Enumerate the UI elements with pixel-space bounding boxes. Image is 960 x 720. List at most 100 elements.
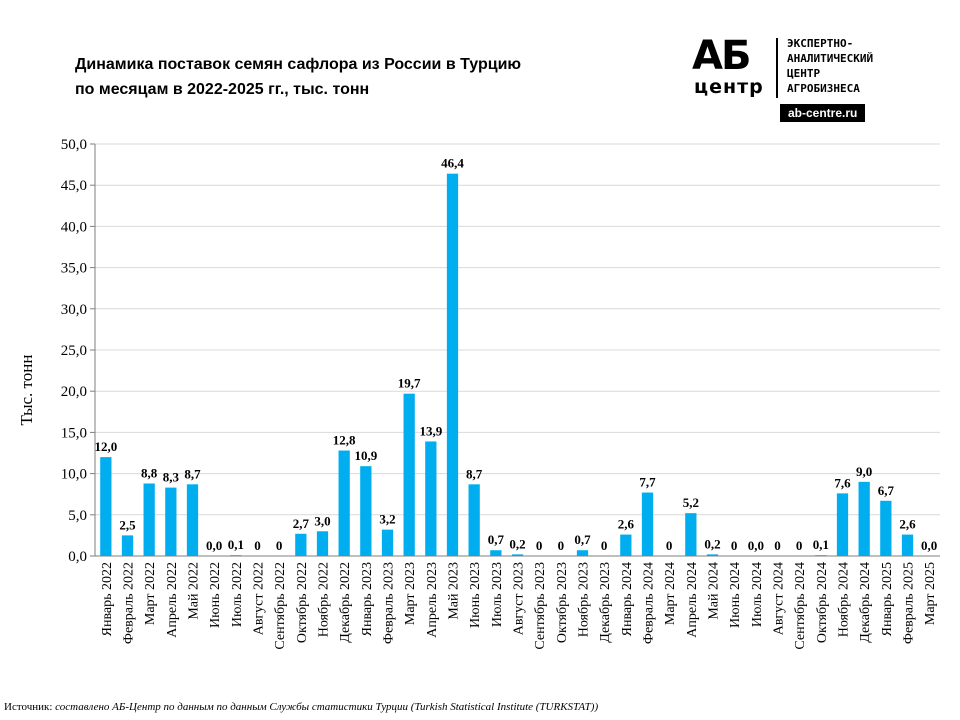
x-tick-label: Сентябрь 2024: [793, 562, 808, 650]
bar: [121, 535, 134, 556]
data-label: 6,7: [878, 483, 895, 498]
x-tick-label: Декабрь 2024: [858, 562, 873, 643]
x-tick-label: Октябрь 2024: [815, 562, 830, 643]
bar: [165, 487, 177, 556]
data-label: 8,8: [141, 465, 158, 480]
data-label: 0,0: [748, 538, 764, 553]
x-tick-label: Февраль 2023: [382, 562, 397, 644]
data-label: 12,0: [94, 439, 117, 454]
bar: [641, 492, 654, 556]
x-tick-label: Январь 2023: [360, 562, 375, 636]
x-tick-label: Август 2024: [772, 562, 787, 635]
x-tick-label: Август 2022: [252, 562, 267, 635]
data-label: 0: [254, 538, 261, 553]
x-tick-label: Июнь 2023: [468, 562, 483, 628]
bar: [685, 513, 697, 556]
source-text: составлено АБ-Центр по данным по данным …: [55, 701, 599, 713]
x-tick-label: Декабрь 2023: [598, 562, 613, 643]
data-labels: 12,02,58,8 8,3 8,70,0 0,1 0 02,7 3,012,810,93,…: [94, 156, 937, 553]
logo-org-name: ЭКСПЕРТНО- АНАЛИТИЧЕСКИЙ ЦЕНТР АГРОБИЗНЕ…: [787, 37, 874, 95]
grid-lines: [95, 143, 940, 516]
data-label: 0: [796, 538, 803, 553]
y-tick-label: 15,0: [61, 425, 87, 441]
data-label: 0: [731, 538, 738, 553]
bar: [186, 484, 199, 556]
data-label: 0,1: [813, 537, 829, 552]
data-label: 0: [774, 538, 781, 553]
ab-centre-logo: АБ центр ЭКСПЕРТНО- АНАЛИТИЧЕСКИЙ ЦЕНТР …: [692, 34, 940, 124]
data-label: 8,7: [466, 466, 483, 481]
data-label: 7,7: [639, 475, 656, 490]
data-label: 0: [558, 538, 565, 553]
logo-site: ab-centre.ru: [780, 104, 866, 122]
data-label: 2,6: [618, 517, 635, 532]
data-label: 13,9: [419, 423, 442, 438]
bar: [836, 493, 849, 556]
data-label: 5,2: [683, 495, 699, 510]
y-tick-label: 10,0: [61, 467, 87, 483]
x-tick-label: Март 2022: [143, 562, 158, 625]
data-label: 0,0: [206, 538, 222, 553]
data-label: 0,7: [488, 532, 505, 547]
x-tick-label: Февраль 2022: [122, 562, 137, 644]
bar: [295, 533, 307, 556]
data-label: 8,3: [163, 470, 180, 485]
x-tick-label: Апрель 2024: [685, 562, 700, 638]
bars: [100, 173, 914, 556]
bar-chart: 0,0 5,0 10,0 15,0 20,0 25,0 30,0 35,0 40,0 45,0 50…: [17, 137, 940, 650]
y-tick-label: 40,0: [61, 219, 87, 235]
bar: [360, 466, 372, 556]
x-tick-label: Ноябрь 2024: [837, 562, 852, 637]
data-label: 0: [536, 538, 543, 553]
x-tick-label: Сентябрь 2022: [273, 562, 288, 650]
bar: [446, 173, 459, 556]
y-tick-label: 50,0: [61, 137, 87, 153]
data-label: 3,2: [379, 512, 395, 527]
data-label: 19,7: [398, 376, 421, 391]
x-tick-label: Март 2024: [663, 562, 678, 625]
x-tick-label: Февраль 2025: [902, 562, 917, 644]
data-label: 2,5: [119, 517, 136, 532]
y-axis-label: Тыс. тонн: [17, 355, 36, 426]
data-label: 8,7: [184, 466, 201, 481]
y-tick-label: 35,0: [61, 261, 87, 277]
data-label: 7,6: [834, 475, 851, 490]
data-label: 0: [601, 538, 608, 553]
bar: [381, 529, 394, 556]
data-label: 0: [666, 538, 673, 553]
source-prefix: Источник:: [4, 701, 56, 713]
bar: [576, 550, 589, 556]
x-tick-label: Апрель 2022: [165, 562, 180, 638]
x-tick-label: Декабрь 2022: [338, 562, 353, 643]
bar: [403, 393, 415, 556]
bar: [901, 534, 914, 556]
x-tick-label: Май 2024: [707, 562, 722, 620]
x-tick-label: Март 2025: [923, 562, 938, 625]
bar: [511, 554, 524, 556]
x-tick-label: Январь 2025: [880, 562, 895, 636]
y-tick-label: 45,0: [61, 178, 87, 194]
x-tick-label: Ноябрь 2023: [577, 562, 592, 637]
x-tick-label: Октябрь 2022: [295, 562, 310, 643]
data-label: 0: [276, 538, 283, 553]
bar: [620, 534, 632, 556]
bar: [880, 500, 892, 556]
bar: [143, 483, 155, 556]
data-label: 10,9: [354, 448, 377, 463]
x-axis-labels: Январь 2022 Февраль 2022 Март 2022 Апрель 2…: [100, 562, 938, 650]
bar: [316, 531, 329, 556]
bar: [338, 450, 350, 556]
data-label: 0,1: [228, 537, 244, 552]
x-tick-label: Январь 2024: [620, 562, 635, 636]
x-tick-label: Июнь 2022: [208, 562, 223, 628]
logo-mark: АБ: [692, 33, 751, 79]
bar: [100, 457, 112, 556]
y-tick-label: 5,0: [68, 508, 87, 524]
x-tick-label: Июль 2022: [230, 562, 245, 627]
chart-title: Динамика поставок семян сафлора из Росси…: [75, 56, 522, 98]
data-label: 3,0: [314, 513, 330, 528]
data-label: 12,8: [333, 433, 356, 448]
x-tick-label: Сентябрь 2023: [533, 562, 548, 650]
bar: [706, 554, 719, 556]
x-tick-label: Октябрь 2023: [555, 562, 570, 643]
